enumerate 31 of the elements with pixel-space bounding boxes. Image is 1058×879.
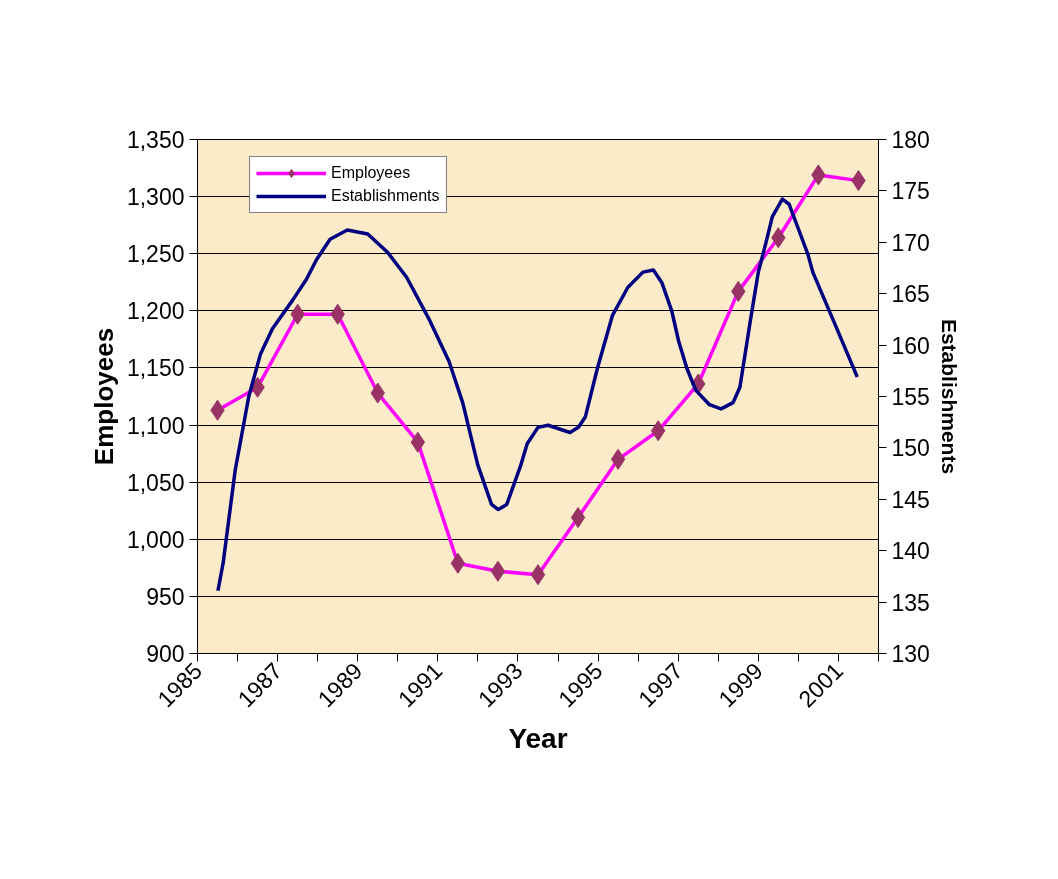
y-tick-label: 1,150 bbox=[126, 355, 185, 382]
point bbox=[490, 560, 506, 582]
point bbox=[610, 448, 626, 470]
y2-tick-label: 155 bbox=[891, 384, 930, 410]
y2-tick-label: 180 bbox=[891, 127, 930, 153]
y-tick-label: 900 bbox=[146, 641, 185, 667]
y2-tick-label: 160 bbox=[891, 332, 930, 359]
x-axis-title: Year bbox=[508, 722, 568, 754]
y2-tick-label: 170 bbox=[891, 229, 930, 256]
y-tick-label: 1,250 bbox=[126, 241, 185, 268]
y-tick-label: 1,350 bbox=[126, 127, 185, 153]
y2-tick-label: 145 bbox=[891, 486, 930, 513]
y-tick-label: 1,000 bbox=[126, 526, 185, 553]
point bbox=[570, 507, 586, 529]
y-tick-label: 1,050 bbox=[126, 469, 185, 496]
y-tick-label: 1,300 bbox=[126, 184, 185, 211]
y-tick-label: 950 bbox=[146, 583, 185, 610]
legend-label: Employees bbox=[331, 164, 411, 182]
y2-tick-label: 165 bbox=[891, 281, 930, 308]
y2-tick-label: 175 bbox=[891, 178, 930, 205]
point bbox=[530, 564, 546, 586]
y2-tick-label: 150 bbox=[891, 435, 930, 462]
y-tick-label: 1,200 bbox=[126, 298, 185, 325]
y2-tick-label: 140 bbox=[891, 538, 930, 565]
y-axis-title: Employees bbox=[88, 327, 119, 466]
y-tick-label: 1,100 bbox=[126, 412, 185, 439]
y2-axis-title: Establishments bbox=[937, 318, 961, 475]
y2-tick-label: 130 bbox=[891, 641, 930, 667]
point bbox=[450, 552, 466, 574]
legend-label: Establishments bbox=[331, 187, 440, 205]
y2-tick-label: 135 bbox=[891, 589, 930, 616]
